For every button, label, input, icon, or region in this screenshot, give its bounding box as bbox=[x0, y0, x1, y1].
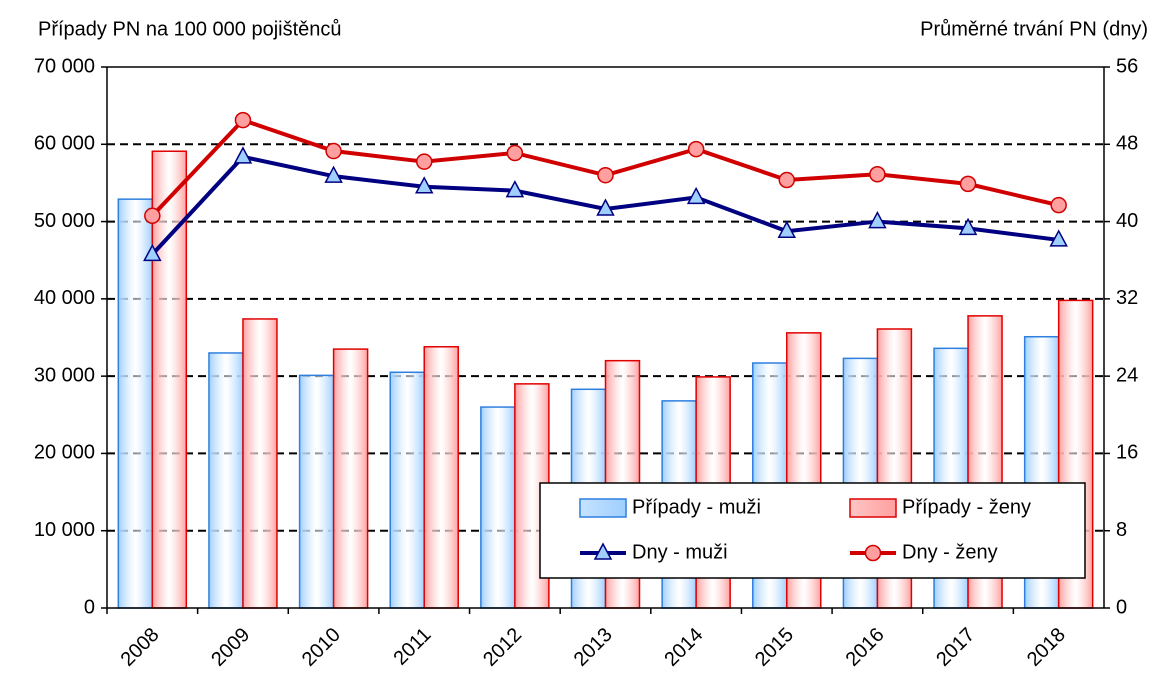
y2-tick-label: 0 bbox=[1116, 596, 1127, 618]
y2-tick-label: 48 bbox=[1116, 133, 1138, 155]
marker bbox=[596, 198, 615, 216]
x-tick-label: 2011 bbox=[390, 624, 436, 670]
marker bbox=[777, 220, 797, 238]
y2-tick-label: 24 bbox=[1116, 364, 1138, 386]
x-tick-label: 2017 bbox=[932, 624, 979, 671]
bar bbox=[151, 150, 188, 609]
bar bbox=[332, 348, 369, 609]
y-axis-title: Případy PN na 100 000 pojištěnců bbox=[38, 18, 342, 40]
bar bbox=[242, 318, 278, 609]
marker bbox=[869, 165, 886, 183]
legend-label: Dny - muži bbox=[632, 541, 728, 563]
y-tick-label: 70 000 bbox=[34, 55, 95, 77]
y-tick-label: 40 000 bbox=[34, 287, 95, 309]
legend-swatch bbox=[849, 498, 897, 518]
marker bbox=[778, 171, 796, 189]
bar bbox=[208, 352, 244, 609]
marker bbox=[505, 180, 525, 198]
marker bbox=[144, 207, 161, 225]
x-tick-label: 2015 bbox=[751, 624, 798, 671]
legend-swatch bbox=[579, 498, 627, 518]
marker bbox=[415, 153, 433, 170]
y2-tick-label: 8 bbox=[1116, 519, 1127, 541]
y-tick-label: 10 000 bbox=[34, 519, 95, 541]
marker bbox=[868, 210, 887, 229]
marker bbox=[414, 176, 434, 194]
marker bbox=[687, 140, 705, 158]
x-tick-label: 2016 bbox=[842, 624, 889, 671]
marker bbox=[506, 144, 524, 162]
bar bbox=[423, 346, 459, 609]
legend-label: Dny - ženy bbox=[902, 541, 998, 563]
marker bbox=[234, 111, 252, 129]
x-tick-label: 2018 bbox=[1023, 624, 1070, 671]
y-tick-label: 60 000 bbox=[34, 133, 95, 155]
y-tick-label: 30 000 bbox=[34, 364, 95, 386]
x-tick-label: 2013 bbox=[570, 624, 617, 671]
y2-axis-title: Průměrné trvání PN (dny) bbox=[920, 18, 1148, 40]
x-tick-label: 2012 bbox=[479, 624, 526, 671]
marker bbox=[1049, 229, 1068, 247]
x-tick-label: 2008 bbox=[117, 624, 164, 671]
legend-label: Případy - muži bbox=[632, 496, 761, 518]
marker bbox=[597, 166, 614, 184]
marker bbox=[324, 165, 343, 183]
y-tick-label: 50 000 bbox=[34, 210, 95, 232]
marker bbox=[143, 243, 162, 262]
marker bbox=[959, 175, 977, 193]
bar bbox=[389, 371, 425, 609]
y2-tick-label: 32 bbox=[1116, 287, 1138, 309]
x-tick-label: 2014 bbox=[660, 624, 707, 671]
marker bbox=[958, 217, 978, 236]
legend bbox=[539, 482, 1086, 579]
marker bbox=[864, 544, 882, 562]
y-tick-label: 0 bbox=[84, 596, 95, 618]
legend-label: Případy - ženy bbox=[902, 496, 1031, 518]
y2-tick-label: 16 bbox=[1116, 442, 1138, 464]
x-tick-label: 2010 bbox=[298, 624, 345, 671]
y2-tick-label: 40 bbox=[1116, 210, 1138, 232]
marker bbox=[686, 186, 706, 205]
bar bbox=[298, 374, 335, 609]
y2-tick-label: 56 bbox=[1116, 55, 1138, 77]
bar bbox=[480, 406, 516, 609]
y-tick-label: 20 000 bbox=[34, 442, 95, 464]
marker bbox=[325, 142, 342, 160]
x-tick-label: 2009 bbox=[207, 624, 254, 671]
marker bbox=[233, 146, 253, 164]
marker bbox=[593, 542, 613, 560]
marker bbox=[1050, 196, 1067, 214]
